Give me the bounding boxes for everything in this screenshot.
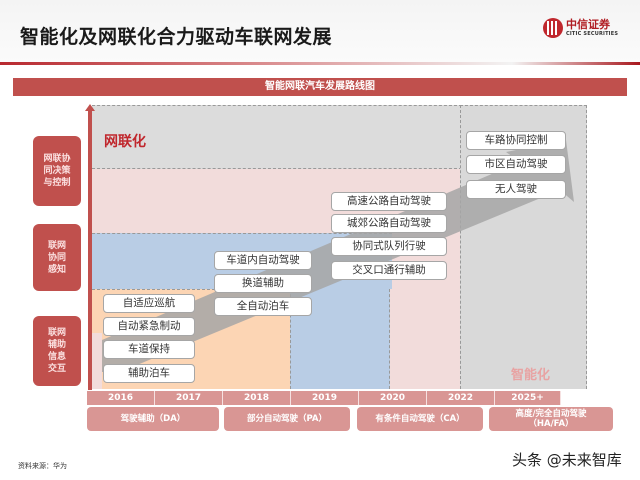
feature-box: 车道保持 xyxy=(103,340,195,359)
stage-ca: 有条件自动驾驶（CA） xyxy=(357,407,483,431)
year-axis: 2016 2017 2018 2019 2020 2022 2025+ xyxy=(87,391,561,405)
networking-label: 网联化 xyxy=(104,134,146,150)
feature-box: 交叉口通行辅助 xyxy=(331,261,447,280)
feature-box: 车路协同控制 xyxy=(466,131,566,150)
feature-box: 无人驾驶 xyxy=(466,180,566,199)
feature-box: 高速公路自动驾驶 xyxy=(331,192,447,211)
intelligence-label: 智能化 xyxy=(511,368,551,383)
logo-chinese-name: 中信证券 xyxy=(566,18,610,31)
feature-box: 车道内自动驾驶 xyxy=(214,251,312,270)
feature-box: 市区自动驾驶 xyxy=(466,155,566,174)
feature-box: 换道辅助 xyxy=(214,274,312,293)
stage-ha-fa-line1: 高度/完全自动驾驶 xyxy=(515,409,587,419)
logo-english-name: CITIC SECURITIES xyxy=(566,31,619,37)
year-label: 2020 xyxy=(359,391,427,405)
year-label: 2018 xyxy=(223,391,291,405)
pillar-info-interaction: 联网辅助信息交互 xyxy=(33,316,81,386)
feature-box: 城郊公路自动驾驶 xyxy=(331,214,447,233)
year-label: 2022 xyxy=(427,391,495,405)
stage-ha-fa: 高度/完全自动驾驶 （HA/FA） xyxy=(489,407,613,431)
header-divider xyxy=(0,62,640,65)
citic-logo-icon xyxy=(543,18,563,38)
year-label: 2025+ xyxy=(495,391,561,405)
region-network-control xyxy=(92,105,462,169)
vertical-axis-arrow-icon xyxy=(85,104,95,390)
pillar-label: 联网协同感知 xyxy=(47,240,66,275)
feature-box: 辅助泊车 xyxy=(103,364,195,383)
year-label: 2019 xyxy=(291,391,359,405)
stage-pa: 部分自动驾驶（PA） xyxy=(224,407,350,431)
source-note: 资料来源：华为 xyxy=(18,462,67,470)
page-title: 智能化及网联化合力驱动车联网发展 xyxy=(20,26,333,48)
pillar-label: 网联协同决策与控制 xyxy=(43,154,71,188)
pillar-collaborative-sensing: 联网协同感知 xyxy=(33,224,81,291)
stage-da: 驾驶辅助（DA） xyxy=(87,407,219,431)
pillar-label: 联网辅助信息交互 xyxy=(47,328,66,374)
region-pink-low xyxy=(92,333,102,389)
feature-box: 自适应巡航 xyxy=(103,294,195,313)
year-label: 2017 xyxy=(155,391,223,405)
stage-ha-fa-line2: （HA/FA） xyxy=(528,419,574,429)
feature-box: 全自动泊车 xyxy=(214,297,312,316)
feature-box: 协同式队列行驶 xyxy=(331,237,447,256)
header-background xyxy=(0,0,640,62)
watermark: 头条 @未来智库 xyxy=(512,451,622,469)
year-label: 2016 xyxy=(87,391,155,405)
diagram-title: 智能网联汽车发展路线图 xyxy=(13,78,627,96)
pillar-network-control: 网联协同决策与控制 xyxy=(33,136,81,206)
citic-logo: 中信证券 CITIC SECURITIES xyxy=(543,18,618,38)
feature-box: 自动紧急制动 xyxy=(103,317,195,336)
